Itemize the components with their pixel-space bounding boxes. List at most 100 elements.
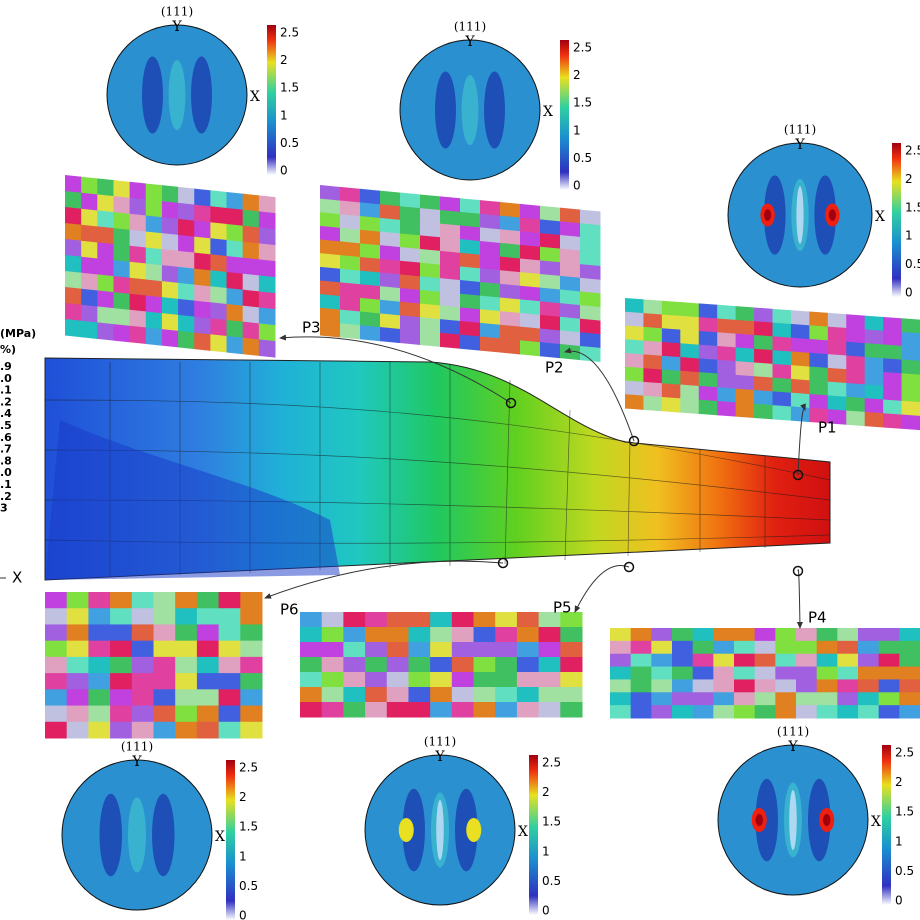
grain <box>145 231 163 250</box>
grain <box>430 672 453 688</box>
grain <box>145 247 163 266</box>
grain <box>240 592 263 609</box>
grain <box>775 679 797 693</box>
grain <box>408 672 431 688</box>
texture-low <box>152 793 175 877</box>
grain <box>713 640 735 655</box>
grain <box>735 361 755 377</box>
grain <box>400 301 421 318</box>
legend-value: .4 <box>0 407 12 420</box>
grain <box>88 608 111 625</box>
grain <box>809 311 829 328</box>
grain <box>175 705 198 723</box>
grain <box>713 628 735 642</box>
grain <box>735 306 755 322</box>
grain <box>386 657 409 673</box>
grain <box>661 341 681 358</box>
grain <box>610 705 632 719</box>
grain <box>610 628 632 642</box>
grain <box>218 608 241 625</box>
grain <box>242 289 260 308</box>
grain <box>110 640 133 658</box>
grain <box>226 287 244 307</box>
grain <box>113 292 131 311</box>
grain <box>516 627 540 643</box>
grain <box>625 380 644 397</box>
grain <box>81 240 98 259</box>
grain <box>754 679 776 693</box>
grain <box>340 323 361 340</box>
grain <box>66 705 89 723</box>
grain <box>343 627 366 643</box>
grain <box>258 291 276 310</box>
grain <box>430 612 453 628</box>
grain <box>796 705 818 719</box>
grain <box>161 297 179 316</box>
grain <box>538 657 561 673</box>
grain <box>320 198 341 215</box>
grain <box>790 406 810 423</box>
grain <box>66 689 89 707</box>
grain <box>560 207 581 224</box>
grain <box>540 287 561 304</box>
texture-high <box>466 818 482 842</box>
grain <box>440 223 461 240</box>
grain <box>480 268 501 285</box>
grain <box>735 388 755 405</box>
grain <box>692 692 714 706</box>
grain <box>320 321 341 338</box>
grain <box>386 627 409 643</box>
grain <box>500 229 521 246</box>
grain <box>480 200 501 217</box>
grain <box>161 185 179 204</box>
sample-point <box>792 469 804 481</box>
grain <box>460 320 481 338</box>
grain <box>837 692 859 706</box>
grain <box>473 627 496 643</box>
grain <box>360 256 381 274</box>
grain <box>81 320 98 339</box>
grain <box>420 235 441 252</box>
grain <box>480 322 501 339</box>
grain <box>451 657 475 673</box>
grain <box>878 628 900 642</box>
grain <box>226 191 244 211</box>
grain <box>340 282 361 299</box>
sample-point <box>497 557 509 569</box>
grain <box>864 411 884 428</box>
grain <box>809 366 829 383</box>
grain <box>735 319 755 336</box>
grain <box>846 382 866 399</box>
grain <box>775 640 797 655</box>
grain <box>343 672 366 688</box>
colorbar-tick: 2 <box>573 68 581 82</box>
grain <box>816 640 838 655</box>
grain <box>153 592 176 609</box>
grain <box>153 624 176 642</box>
grain <box>145 263 163 282</box>
grain <box>827 395 847 412</box>
grain <box>754 640 776 655</box>
sample-point <box>505 397 517 409</box>
grain <box>560 262 581 279</box>
grain <box>131 640 154 658</box>
grain <box>300 612 323 628</box>
grain <box>864 384 884 400</box>
grain <box>88 624 111 642</box>
grain <box>775 666 797 680</box>
sample-point <box>623 561 635 573</box>
grain <box>320 266 341 283</box>
grain <box>81 288 98 307</box>
grain <box>360 188 381 205</box>
grain <box>258 195 276 214</box>
plane-label: (111) <box>161 5 193 19</box>
grain <box>680 370 700 387</box>
grain <box>320 280 341 297</box>
grain <box>480 241 501 258</box>
grain <box>630 692 652 706</box>
grain <box>538 672 561 688</box>
grain <box>883 330 903 347</box>
grain <box>901 345 920 362</box>
arrow <box>564 347 635 442</box>
grain <box>153 721 176 739</box>
